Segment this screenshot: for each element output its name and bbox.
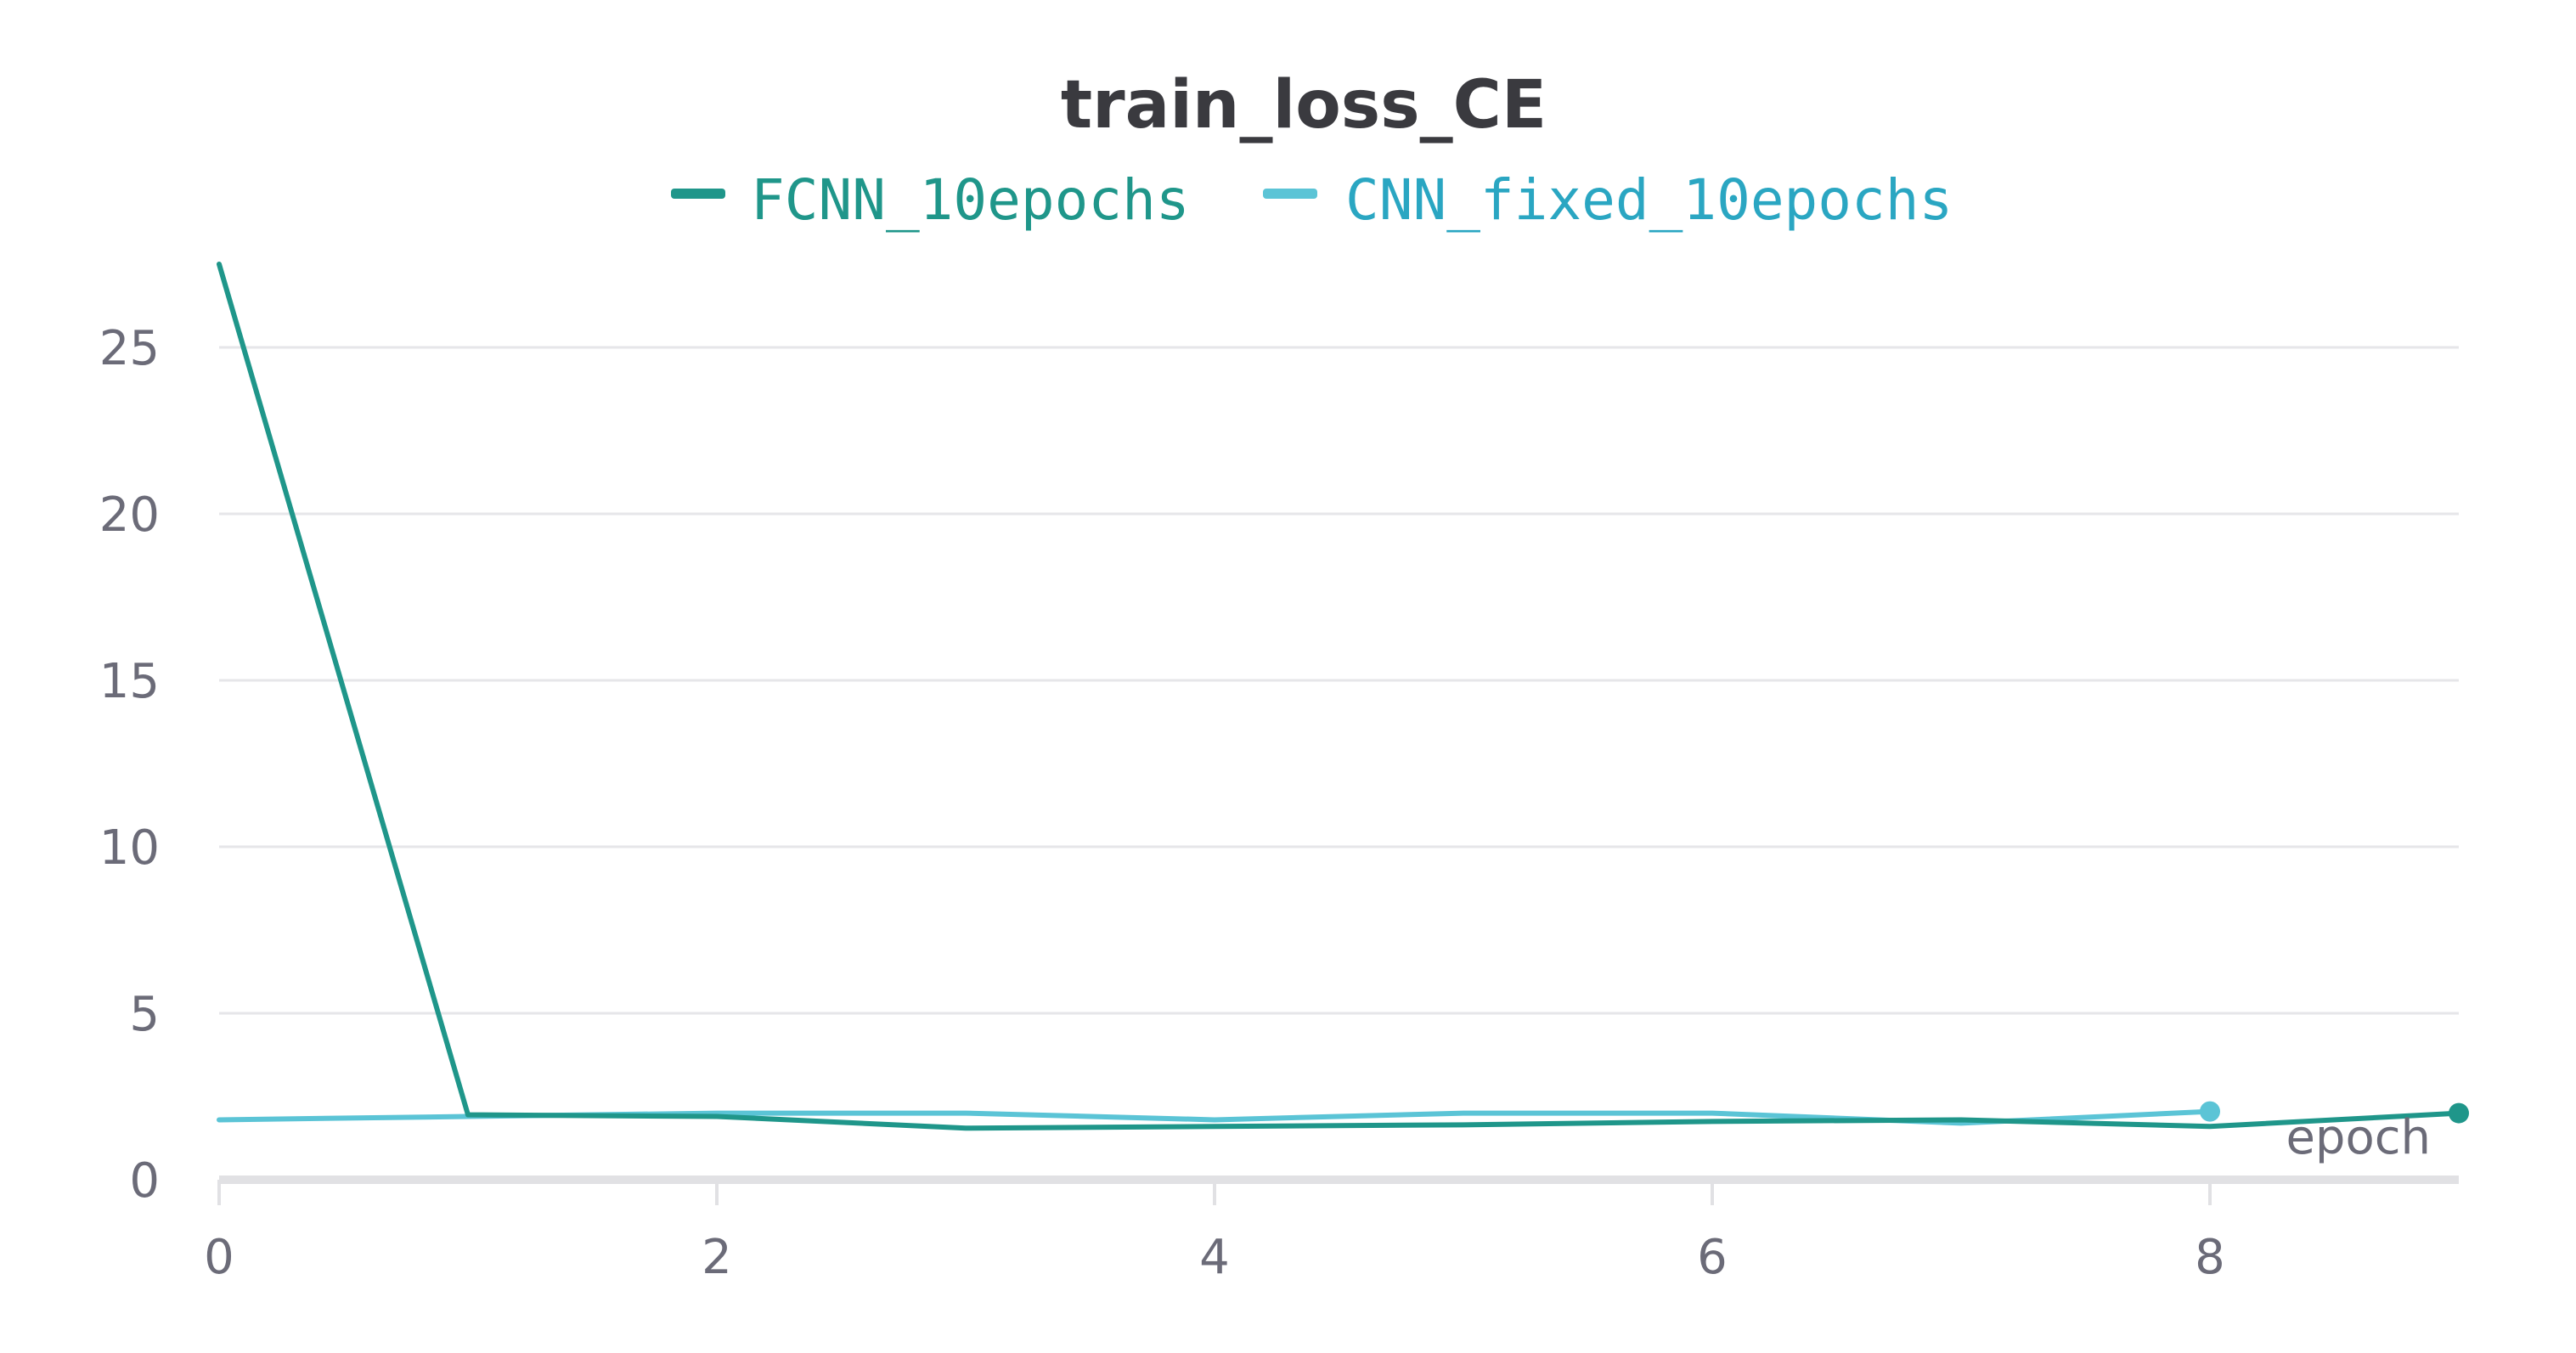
series-end-point-fcnn [2449, 1102, 2469, 1124]
y-axis-ticks: 0 5 10 15 20 25 [99, 321, 160, 1209]
grid [219, 346, 2459, 1015]
x-tick-label: 8 [2195, 1230, 2225, 1285]
x-tick-label: 2 [702, 1230, 732, 1285]
legend-swatch-cnn [1263, 189, 1317, 199]
legend: FCNN_10epochs CNN_fixed_10epochs [671, 167, 1953, 233]
x-tick-label: 6 [1697, 1230, 1728, 1285]
y-tick-label: 0 [129, 1153, 160, 1209]
series-line-fcnn [217, 262, 2461, 1131]
y-tick-label: 15 [99, 654, 160, 709]
y-tick-label: 5 [129, 987, 160, 1042]
legend-label-cnn: CNN_fixed_10epochs [1345, 167, 1953, 233]
x-axis-label: epoch [2286, 1110, 2431, 1165]
legend-label-fcnn: FCNN_10epochs [751, 167, 1190, 233]
x-axis: 0 2 4 6 8 [204, 1175, 2459, 1285]
series-end-point-cnn [2200, 1101, 2220, 1122]
chart-title: train_loss_CE [1061, 67, 1547, 144]
y-tick-label: 10 [99, 820, 160, 876]
legend-swatch-fcnn [671, 189, 725, 199]
y-tick-label: 25 [99, 321, 160, 376]
x-tick-label: 0 [204, 1230, 234, 1285]
series-lines [217, 262, 2469, 1131]
y-tick-label: 20 [99, 488, 160, 543]
x-tick-label: 4 [1199, 1230, 1230, 1285]
